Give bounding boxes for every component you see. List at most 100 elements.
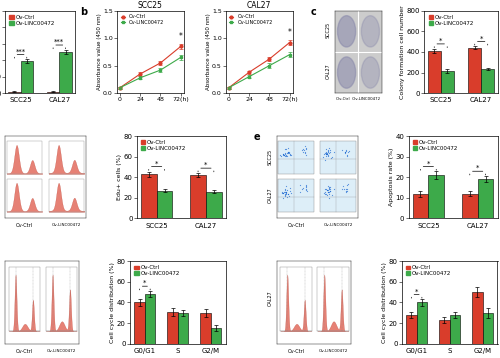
Point — [322, 150, 330, 156]
Ov-LINC00472 — [246, 74, 252, 79]
Point — [300, 144, 308, 149]
Point — [280, 190, 287, 196]
Point — [278, 190, 285, 196]
Ov-LINC00472 — [286, 53, 292, 57]
Point — [322, 151, 330, 157]
Point — [296, 189, 304, 195]
Text: ***: *** — [54, 39, 64, 45]
Bar — [482, 313, 493, 344]
Bar — [428, 51, 440, 93]
Bar — [200, 313, 211, 344]
Bar — [412, 194, 428, 218]
Bar — [8, 92, 20, 93]
Point — [343, 153, 351, 159]
Point — [284, 149, 292, 155]
Point — [322, 192, 330, 197]
Bar — [280, 267, 312, 331]
Point — [284, 150, 292, 156]
Point — [284, 145, 292, 151]
Ov-Ctrl — [158, 61, 164, 65]
Circle shape — [338, 16, 355, 47]
Bar — [6, 179, 42, 212]
Bar — [320, 179, 356, 212]
Point — [324, 188, 332, 193]
Point — [277, 154, 285, 159]
Point — [284, 191, 292, 197]
Point — [326, 147, 334, 153]
Point — [296, 182, 304, 188]
Point — [327, 155, 335, 161]
Point — [280, 153, 288, 158]
Point — [281, 153, 289, 159]
Y-axis label: Absorbance value (450 nm): Absorbance value (450 nm) — [206, 14, 210, 90]
Point — [326, 189, 334, 194]
Point — [280, 189, 287, 195]
Point — [280, 153, 288, 158]
Point — [330, 149, 338, 155]
Ov-Ctrl — [178, 44, 184, 49]
Point — [320, 151, 328, 157]
Point — [321, 189, 329, 195]
Text: b: b — [80, 6, 87, 16]
Text: *: * — [204, 162, 208, 168]
Point — [330, 186, 338, 192]
Point — [322, 187, 330, 192]
Bar — [278, 141, 314, 174]
Point — [282, 189, 290, 195]
Bar — [156, 190, 172, 218]
Point — [342, 148, 350, 154]
Point — [279, 195, 287, 200]
Point — [281, 193, 289, 199]
Point — [282, 153, 290, 159]
Point — [302, 183, 310, 189]
Bar — [8, 267, 40, 331]
Point — [343, 188, 351, 194]
Point — [325, 195, 333, 200]
Ov-LINC00472 — [158, 68, 164, 72]
Point — [342, 147, 350, 153]
Point — [285, 150, 293, 156]
Point — [301, 149, 309, 155]
Text: *: * — [415, 289, 418, 294]
Point — [324, 189, 332, 195]
Bar — [60, 52, 72, 93]
Point — [320, 190, 328, 196]
Text: CAL27: CAL27 — [0, 188, 1, 203]
Point — [324, 183, 332, 189]
Bar — [178, 313, 188, 344]
Bar — [462, 194, 477, 218]
Bar — [20, 61, 33, 93]
Text: *: * — [426, 160, 430, 166]
Legend: Ov-Ctrl, Ov-LINC00472: Ov-Ctrl, Ov-LINC00472 — [228, 13, 274, 26]
Bar — [141, 174, 156, 218]
Point — [284, 191, 292, 197]
Point — [342, 187, 350, 192]
Bar — [278, 179, 314, 212]
Point — [286, 153, 294, 158]
Text: SCC25: SCC25 — [0, 290, 2, 306]
Point — [286, 188, 294, 194]
Point — [342, 189, 350, 194]
Point — [278, 189, 286, 195]
Point — [322, 146, 330, 152]
Point — [324, 150, 332, 156]
Legend: Ov-Ctrl, Ov-LINC00472: Ov-Ctrl, Ov-LINC00472 — [404, 264, 452, 278]
Point — [302, 184, 310, 190]
Point — [326, 186, 334, 192]
Text: *: * — [476, 165, 480, 171]
Point — [282, 189, 290, 195]
Circle shape — [362, 16, 380, 47]
Bar — [134, 303, 145, 344]
Point — [302, 152, 310, 158]
Text: CAL27: CAL27 — [268, 290, 273, 306]
Point — [286, 185, 294, 191]
Point — [341, 149, 349, 155]
Bar — [190, 175, 206, 218]
Text: Ov-LINC00472: Ov-LINC00472 — [52, 223, 81, 227]
Point — [283, 194, 291, 200]
Text: SCC25: SCC25 — [326, 21, 331, 38]
Title: CAL27: CAL27 — [247, 1, 272, 10]
Point — [324, 152, 332, 158]
Bar — [48, 179, 84, 212]
Point — [326, 184, 334, 190]
